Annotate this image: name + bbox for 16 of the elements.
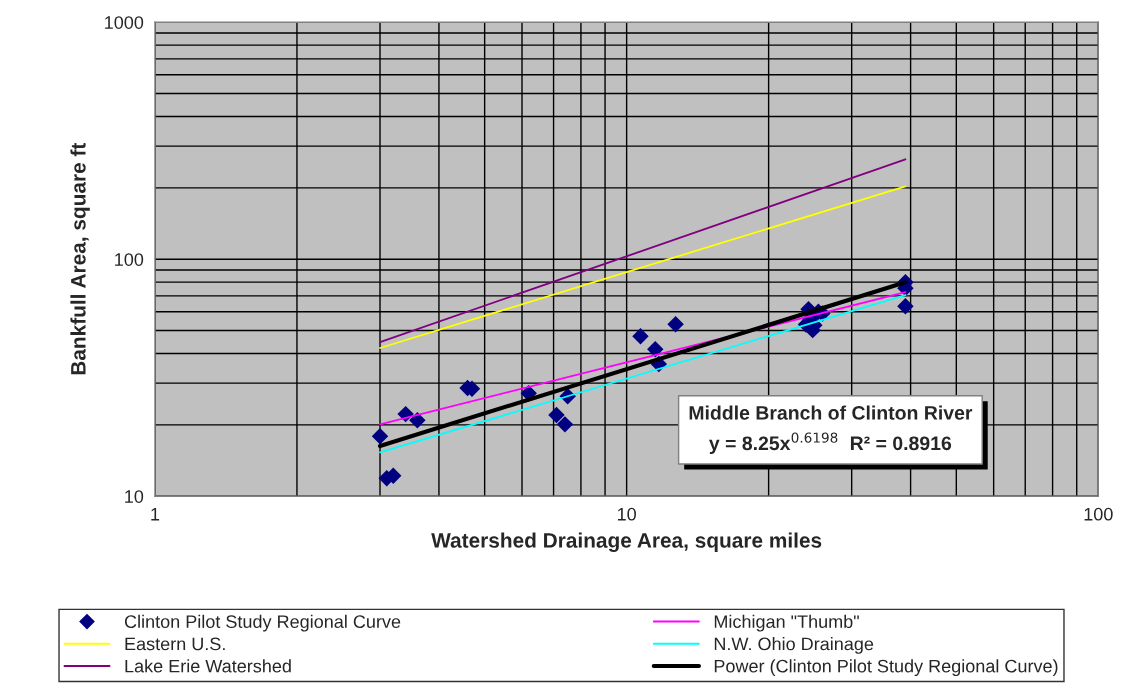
x-tick-label: 1 — [151, 507, 160, 521]
legend-label: Eastern U.S. — [125, 637, 225, 651]
legend-label: Michigan "Thumb" — [714, 614, 859, 632]
x-tick-label: 10 — [617, 507, 636, 521]
legend-label: N.W. Ohio Drainage — [714, 637, 874, 654]
y-tick-label: 10 — [125, 490, 144, 503]
x-tick-label: 100 — [1084, 507, 1113, 521]
legend-label: Clinton Pilot Study Regional Curve — [124, 614, 401, 632]
annotation: y = 8.25x$^{0.6198}$ R² = 0.8916 — [709, 432, 952, 455]
legend-label: Power (Clinton Pilot Study Regional Curve) — [714, 659, 1058, 677]
y-axis-title: Bankfull Area, square ft — [70, 142, 90, 375]
y-tick-label: 1000 — [105, 16, 144, 29]
annotation: Middle Branch of Clinton River — [689, 405, 973, 420]
x-axis-title: Watershed Drainage Area, square miles — [431, 532, 822, 552]
y-tick-label: 100 — [115, 253, 144, 266]
legend-label: Lake Erie Watershed — [125, 659, 291, 673]
